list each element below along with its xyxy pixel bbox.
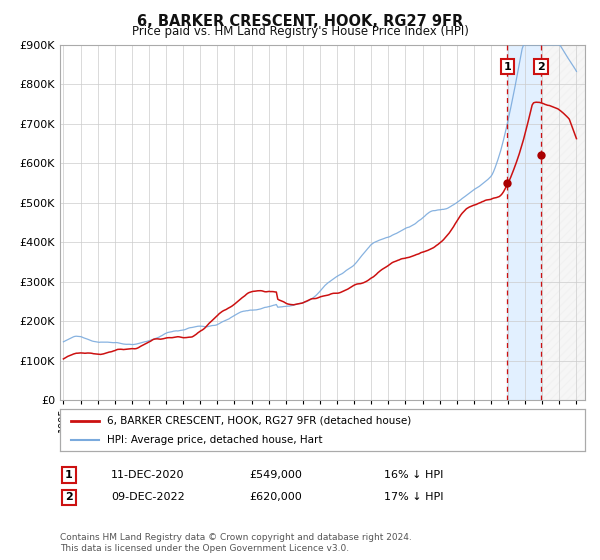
Text: 17% ↓ HPI: 17% ↓ HPI: [384, 492, 443, 502]
Text: £549,000: £549,000: [249, 470, 302, 480]
Text: £620,000: £620,000: [249, 492, 302, 502]
Text: 1: 1: [65, 470, 73, 480]
Text: Price paid vs. HM Land Registry's House Price Index (HPI): Price paid vs. HM Land Registry's House …: [131, 25, 469, 38]
Text: 1: 1: [503, 62, 511, 72]
Text: 6, BARKER CRESCENT, HOOK, RG27 9FR: 6, BARKER CRESCENT, HOOK, RG27 9FR: [137, 14, 463, 29]
Text: 2: 2: [537, 62, 545, 72]
Text: 2: 2: [65, 492, 73, 502]
Text: 16% ↓ HPI: 16% ↓ HPI: [384, 470, 443, 480]
Text: 6, BARKER CRESCENT, HOOK, RG27 9FR (detached house): 6, BARKER CRESCENT, HOOK, RG27 9FR (deta…: [107, 416, 412, 426]
Text: 11-DEC-2020: 11-DEC-2020: [111, 470, 185, 480]
Bar: [541, 45, 585, 400]
Bar: [507, 45, 541, 400]
Text: Contains HM Land Registry data © Crown copyright and database right 2024.
This d: Contains HM Land Registry data © Crown c…: [60, 533, 412, 553]
Text: 09-DEC-2022: 09-DEC-2022: [111, 492, 185, 502]
Text: HPI: Average price, detached house, Hart: HPI: Average price, detached house, Hart: [107, 435, 323, 445]
